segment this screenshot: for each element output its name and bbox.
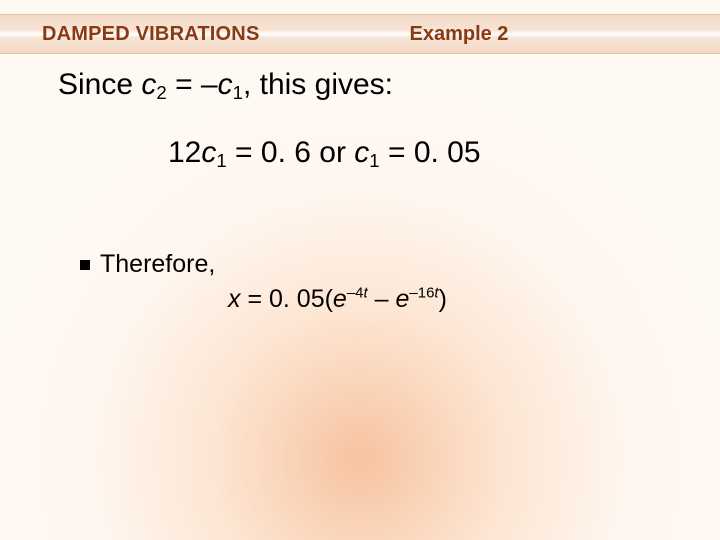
text-12: 12 (168, 136, 201, 169)
text-eqneg: = – (167, 68, 218, 101)
sub-1: 1 (216, 150, 226, 171)
sub-1: 1 (369, 150, 379, 171)
exp-neg4t: –4t (347, 285, 368, 302)
header-example: Example 2 (409, 23, 508, 46)
slide-body: Since c2 = –c1, this gives: 12c1 = 0. 6 … (0, 64, 720, 314)
header-title: DAMPED VIBRATIONS (0, 23, 259, 46)
sub-2: 2 (156, 82, 166, 103)
line-equation: 12c1 = 0. 6 or c1 = 0. 05 (0, 102, 720, 170)
var-c: c (354, 136, 369, 169)
text-eq005: = 0. 05( (241, 285, 333, 313)
text-thisgives: , this gives: (243, 68, 393, 101)
slide: DAMPED VIBRATIONS Example 2 Since c2 = –… (0, 0, 720, 540)
text-mid: = 0. 6 or (227, 136, 355, 169)
var-c: c (141, 68, 156, 101)
var-c: c (218, 68, 233, 101)
var-x: x (228, 285, 241, 313)
var-e: e (395, 285, 409, 313)
header-band: DAMPED VIBRATIONS Example 2 (0, 14, 720, 54)
exp-num: –4 (347, 285, 364, 302)
var-c: c (201, 136, 216, 169)
exp-num: –16 (409, 285, 434, 302)
text-since: Since (58, 68, 141, 101)
therefore-line: Therefore, (0, 170, 720, 279)
text-end: = 0. 05 (380, 136, 481, 169)
formula-line: x = 0. 05(e–4t – e–16t) (0, 279, 720, 314)
text-close: ) (439, 285, 447, 313)
bullet-icon (80, 260, 90, 270)
text-minus: – (368, 285, 396, 313)
var-e: e (333, 285, 347, 313)
exp-neg16t: –16t (409, 285, 438, 302)
text-therefore: Therefore, (100, 250, 215, 278)
line-since: Since c2 = –c1, this gives: (0, 64, 720, 102)
sub-1: 1 (233, 82, 243, 103)
